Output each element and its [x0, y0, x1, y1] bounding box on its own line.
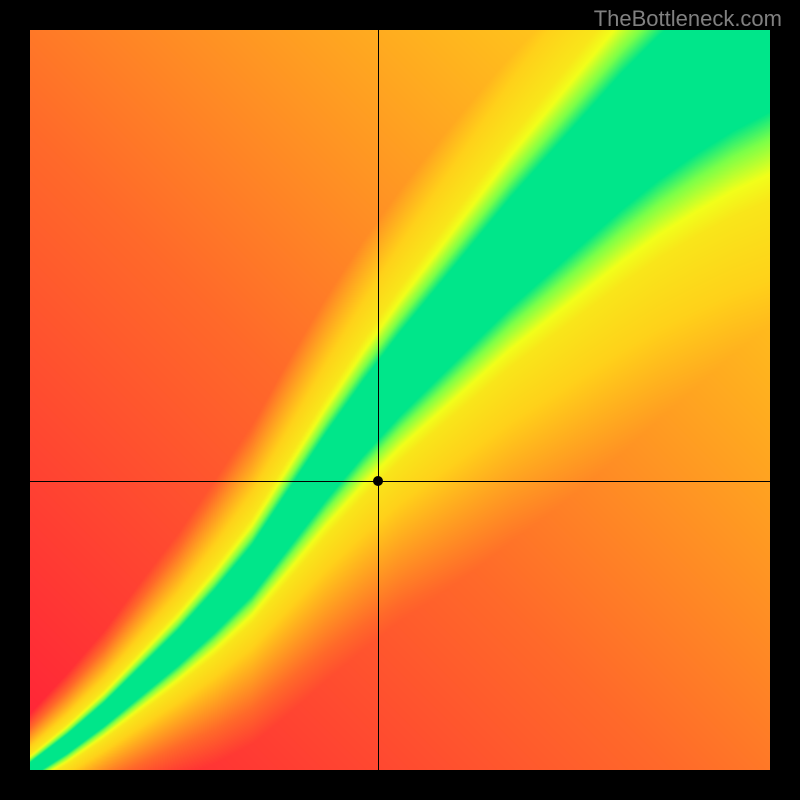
watermark-text: TheBottleneck.com: [594, 6, 782, 32]
heatmap-plot: [30, 30, 770, 770]
crosshair-vertical: [378, 30, 379, 770]
crosshair-horizontal: [30, 481, 770, 482]
heatmap-canvas: [30, 30, 770, 770]
marker-dot: [373, 476, 383, 486]
